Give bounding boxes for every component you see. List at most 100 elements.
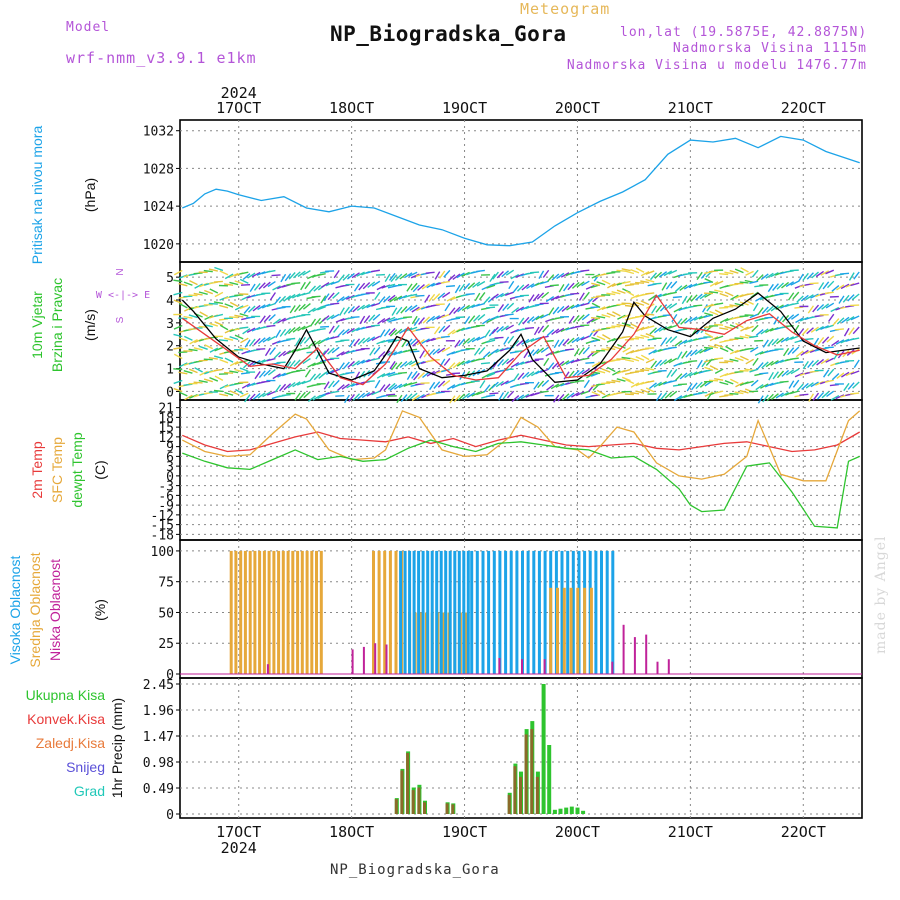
wind-barb — [183, 370, 193, 374]
wind-barb — [490, 348, 499, 355]
wind-barb — [179, 302, 188, 309]
wind-barb — [279, 328, 287, 337]
wind-barb — [404, 360, 413, 367]
wind-barb — [558, 283, 565, 293]
wind-barb — [510, 328, 520, 334]
wind-barb — [568, 315, 575, 324]
wind-barb — [693, 304, 703, 307]
wind-barb — [577, 314, 585, 322]
wind-barb — [810, 326, 819, 333]
wind-barb — [428, 293, 436, 302]
wind-barb — [266, 357, 276, 362]
wind-barb — [298, 303, 306, 312]
wind-barb — [536, 347, 545, 355]
wind-barb — [781, 369, 790, 377]
precip-convective-bar — [406, 753, 410, 814]
wind-barb — [346, 327, 355, 334]
wind-barb — [601, 368, 611, 373]
wind-barb — [815, 325, 824, 332]
wind-barb — [719, 306, 729, 309]
wind-barb — [714, 390, 724, 394]
wind-barb — [433, 326, 441, 335]
wind-barb — [652, 282, 662, 285]
wind-barb — [824, 379, 834, 383]
wind-barb — [436, 347, 446, 354]
wind-barb — [348, 339, 356, 348]
wind-barb — [660, 392, 668, 400]
cloud-bar — [498, 550, 502, 674]
wind-barb — [486, 284, 496, 289]
cloud-bar — [383, 550, 387, 674]
wind-barb — [257, 304, 266, 311]
wind-barb — [303, 336, 311, 344]
wind-barb — [621, 356, 631, 360]
wind-barb — [669, 335, 678, 344]
wind-barb — [846, 316, 855, 322]
wind-barb — [651, 305, 658, 314]
wind-barb — [640, 334, 650, 339]
wind-barb — [239, 278, 249, 284]
wind-barb — [411, 394, 420, 402]
wind-barb — [834, 328, 845, 331]
cloud-bar — [600, 550, 603, 674]
wind-barb — [289, 305, 296, 314]
wind-barb — [843, 382, 850, 392]
wind-barb — [563, 371, 570, 380]
wind-barb — [724, 325, 734, 330]
wind-barb — [485, 394, 496, 398]
wind-barb — [842, 294, 850, 303]
temp-side-label: dewpt Temp — [69, 432, 85, 507]
wind-barb — [675, 373, 683, 381]
wind-barb — [825, 269, 835, 275]
wind-barb — [266, 324, 276, 328]
panel-frame-0 — [179, 119, 863, 263]
wind-barb — [838, 295, 845, 304]
cloud-side-label: Visoka Oblacnost — [7, 556, 23, 665]
precip-total-bar — [547, 745, 552, 814]
cloud-bar — [388, 550, 392, 674]
wind-barb — [749, 280, 759, 284]
cloud-bar — [549, 587, 553, 674]
wind-barb — [583, 379, 590, 389]
wind-barb — [394, 383, 403, 390]
wind-barb — [209, 322, 219, 327]
model-elevation-label: Nadmorska Visina u modelu 1476.77m — [566, 58, 867, 73]
pressure-side-label: Pritisak na nivou mora — [29, 126, 45, 265]
wind-barb — [820, 325, 829, 331]
wind-barb — [789, 390, 799, 395]
wind-barb — [625, 378, 635, 385]
wind-barb — [693, 315, 703, 321]
wind-barb — [502, 303, 510, 312]
wind-barb — [765, 327, 774, 334]
wind-barb — [647, 338, 657, 341]
y-tick-label: 6 — [166, 450, 174, 465]
cloud-low-bar — [498, 658, 501, 674]
wind-barb — [483, 296, 491, 304]
wind-barb — [689, 316, 698, 323]
wind-barb — [248, 393, 256, 402]
wind-barb — [850, 337, 860, 341]
wind-barb — [648, 382, 657, 390]
wind-barb — [797, 273, 804, 282]
wind-barb — [300, 281, 306, 291]
wind-barb — [333, 324, 340, 333]
wind-barb — [695, 293, 703, 301]
wind-barb — [272, 373, 281, 380]
wind-barb — [690, 382, 698, 391]
wind-barb — [812, 392, 820, 401]
wind-barb — [239, 347, 249, 350]
wind-barb — [761, 306, 769, 315]
wind-barb — [208, 357, 218, 360]
wind-barb — [331, 346, 340, 354]
wind-barb — [348, 393, 356, 402]
wind-barb — [173, 346, 183, 350]
wind-barb — [786, 314, 795, 322]
wind-barb — [462, 392, 471, 400]
wind-barb — [374, 379, 381, 389]
cloud-bar — [569, 587, 573, 674]
cloud-bar — [515, 550, 519, 674]
wind-barb — [504, 313, 514, 316]
wind-barb — [389, 296, 398, 303]
wind-barb — [790, 313, 800, 320]
wind-barb — [497, 304, 505, 313]
